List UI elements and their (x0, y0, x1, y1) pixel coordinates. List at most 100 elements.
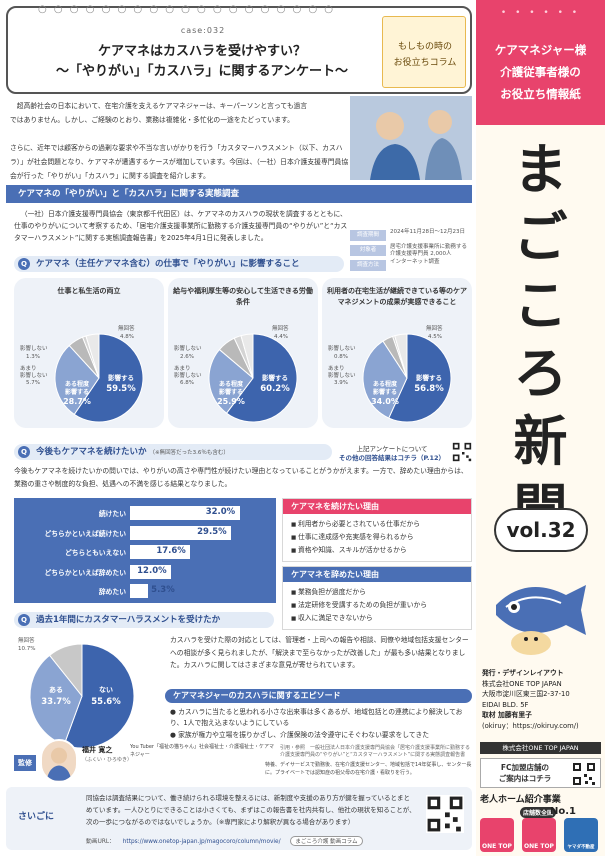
supervisor-kana: （ふくい・ひろゆき） (82, 757, 133, 763)
credit-line: 大阪市淀川区東三国2-37-10 (482, 690, 570, 698)
video-url-link[interactable]: https://www.onetop-japan.jp/magocoro/col… (122, 839, 281, 845)
slice-label: 影響しない (328, 371, 356, 379)
masthead-char: 新 (513, 409, 568, 473)
credit-line: EIDAI BLD. 5F (482, 700, 529, 709)
memo-line: もしもの時の (397, 42, 452, 52)
slice-label: 影響しない (174, 371, 202, 379)
volume-badge: vol.32 (494, 508, 588, 552)
continue-description: 今後もケアマネを続けたいかの問いでは、やりがいの高さや専門性が続けたい理由となっ… (14, 467, 468, 488)
article-title-line: ～「やりがい」「カスハラ」に関するアンケート～ (56, 64, 348, 79)
slice-label: ある (49, 685, 63, 694)
episode-text: 家族が権力や立場を振りかざし、介護保険の法令遵守にそぐわない要求をしてきた (178, 731, 430, 739)
survey-description: （一社）日本介護支援専門員協会（東京都千代田区）は、ケアマネのカスハラの現状を調… (14, 210, 348, 242)
supervisor-avatar (40, 739, 78, 783)
qr-code-icon[interactable] (572, 762, 596, 786)
quote-source: 引用・参照 一般社団法人日本介護支援専門員協会「居宅介護支援事業所に勤務する介護… (280, 745, 472, 759)
bar-category-label: どちらともいえない (64, 549, 126, 557)
question-note: （※無回答だった3.6％も含む） (149, 450, 229, 456)
video-url-row: 動画URL： https://www.onetop-japan.jp/magoc… (86, 836, 416, 846)
supervisor-box: 監修 福井 寛之 （ふくい・ひろゆき） You Tuber「福祉の猫ちゃん」社会… (14, 735, 274, 785)
credit-line: 発行・デザインレイアウト (482, 669, 564, 677)
slice-label: ない (99, 685, 113, 694)
slice-value: 4.4% (274, 334, 288, 340)
slice-value: 4.5% (428, 334, 442, 340)
pie-slice (225, 333, 298, 423)
slice-label: あまり (328, 365, 345, 372)
callout-line: 上記アンケートについて (356, 445, 428, 453)
tagline-line: ケアマネジャー様 (494, 43, 587, 57)
supervisor-name: 福井 寛之 (82, 746, 113, 754)
publisher-credits: 発行・デザインレイアウト 株式会社ONE TOP JAPAN 大阪市淀川区東三国… (482, 668, 600, 731)
yamada-logo: ヤマダ不動産 (564, 818, 598, 852)
episode-item: ● 家族が権力や立場を振りかざし、介護保険の法令遵守にそぐわない要求をしてきた (170, 731, 430, 739)
reason-item: 利用者から必要とされている仕事だから (283, 518, 471, 531)
bar-row: どちらかといえば続けたい 29.5% (14, 524, 276, 542)
ranking-number: No.1 (550, 806, 576, 817)
pie-slice (63, 643, 135, 749)
question-badge: Q (18, 446, 30, 458)
more-results-callout[interactable]: 上記アンケートについて その他の回答結果はコチラ（P.12） (337, 445, 447, 463)
pie-slice (85, 333, 100, 379)
carp-streamer-mascot-icon (496, 585, 586, 655)
slice-value: 3.9% (334, 380, 348, 386)
credit-link[interactable]: (okiruy：https://okiruy.com/) (482, 721, 579, 730)
closing-label: さいごに (18, 812, 55, 822)
survey-row: 対象者 居宅介護支援事業所に勤務する介護支援専門員 2,000人 (350, 243, 472, 258)
pie-chart: 影響する56.8%ある程度影響する34.0%影響しない0.8%あまり影響しない3… (328, 324, 452, 423)
video-column-button[interactable]: まごころ介護 動画コラム (290, 836, 363, 846)
question-badge: Q (18, 258, 30, 270)
franchise-info-box[interactable]: FC加盟店舗の ご案内はコチラ (480, 758, 601, 788)
episode-item: ● カスハラに当たると思われる小さな出来事は多くあるが、地域包括との連携により解… (170, 708, 463, 727)
bar-category-label: 続けたい (98, 510, 126, 518)
qr-code-icon[interactable] (426, 795, 464, 833)
harassment-pie-chart: ない 55.6% ある 33.7% 無回答 10.7% (18, 636, 135, 749)
intro-paragraph: さらに、近年では顧客からの過剰な要求や不当な言いがかりを行う「カスタマーハラスメ… (10, 144, 349, 180)
harassment-description: カスハラを受けた際の対応としては、管理者・上司への報告や相談、同僚や地域包括支援… (170, 636, 469, 669)
bar-category-label: どちらかといえば辞めたい (44, 568, 126, 577)
question-heading: Q 今後もケアマネを続けたいか （※無回答だった3.6％も含む） (14, 444, 332, 460)
reason-item: 資格や知識、スキルが活かせるから (283, 544, 471, 557)
tagline-line: お役立ち情報紙 (500, 87, 581, 101)
franchise-text: FC加盟店舗の ご案内はコチラ (498, 763, 552, 783)
slice-label: 無回答 (118, 324, 135, 332)
masthead-char: ま (513, 137, 568, 201)
slice-label: 影響する (65, 388, 89, 396)
bar-value-label: 29.5% (197, 526, 227, 537)
keep-reasons-box: ケアマネを続けたい理由 利用者から必要とされている仕事だから 仕事に達成感や充実… (282, 498, 472, 562)
bar (130, 525, 232, 540)
slice-label: あまり (174, 365, 191, 372)
slice-value: 2.6% (180, 354, 194, 360)
slice-value: 56.8% (414, 384, 444, 394)
slice-label: ある程度 (373, 380, 398, 388)
slice-label: 影響しない (174, 344, 202, 352)
slice-value: 59.5% (106, 384, 136, 394)
question-badge: Q (18, 614, 30, 626)
question-heading: Q ケアマネ（主任ケアマネ含む）の仕事で「やりがい」に影響すること (14, 256, 344, 272)
bar-value-label: 17.6% (156, 546, 186, 556)
slice-label: あまり (20, 365, 37, 372)
slice-label: ある程度 (219, 380, 244, 388)
pie-chart: 影響する59.5%ある程度影響する28.7%影響しない1.3%あまり影響しない5… (20, 324, 144, 423)
slice-value: 0.8% (334, 354, 348, 360)
tagline-banner: • • • • • • ケアマネジャー様 介護従事者様の お役立ち情報紙 (476, 0, 605, 125)
bar-row: 辞めたい 5.3% (14, 582, 276, 600)
caregiver-photo (350, 96, 472, 180)
pie-panel: 利用者の在宅生活が継続できている等のケアマネジメントの成果が実感できること 影響… (322, 278, 472, 428)
column-memo: もしもの時の お役立ちコラム (382, 16, 466, 88)
qr-code-icon[interactable] (452, 442, 472, 462)
bar-category-label: どちらかといえば続けたい (44, 529, 126, 538)
memo-line: お役立ちコラム (393, 58, 457, 68)
pie-panel: 仕事と私生活の両立 影響する 59.5% ある程度 影響する 28.7% 影響しない 1.3… (14, 278, 164, 428)
slice-value: 60.2% (260, 384, 290, 394)
slice-label: 無回答 (272, 324, 289, 332)
credit-line: 株式会社ONE TOP JAPAN (482, 679, 562, 688)
reason-item: 業務負担が過度だから (283, 586, 471, 599)
ranking-banner: 老人ホーム紹介事業 店舗数全国 No.1 (480, 792, 601, 818)
pie-slice (388, 333, 452, 423)
survey-row: 調査期間 2024年11月28日〜12月23日 (350, 228, 472, 243)
bar-row: どちらともいえない 17.6% (14, 543, 276, 561)
slice-value: 28.7% (63, 397, 91, 406)
survey-value: インターネット調査 (390, 259, 440, 265)
pie-chart: 影響する60.2%ある程度影響する25.9%影響しない2.6%あまり影響しない6… (174, 324, 298, 423)
